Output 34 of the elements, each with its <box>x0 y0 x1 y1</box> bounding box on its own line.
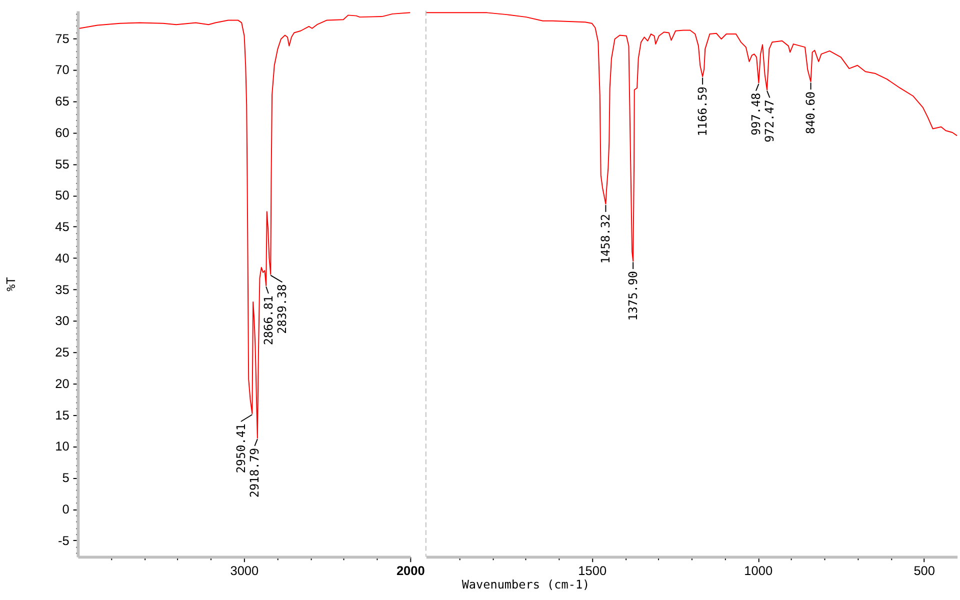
y-tick-label: 20 <box>55 376 70 391</box>
y-tick-label: 75 <box>55 30 70 46</box>
x-tick-label: 500 <box>914 562 935 578</box>
y-axis-title: %T <box>4 277 18 292</box>
x-axis-title: Wavenumbers (cm-1) <box>462 578 590 592</box>
x-tick-label: 3000 <box>230 562 259 578</box>
y-tick-label: 55 <box>55 156 70 172</box>
y-tick-label: 50 <box>55 188 70 203</box>
annotation: 2839.38 <box>275 284 290 334</box>
y-tick-label: -5 <box>58 532 70 548</box>
annotation: 1166.59 <box>696 86 710 136</box>
y-tick-label: 15 <box>55 407 70 422</box>
y-tick-label: 25 <box>55 344 70 360</box>
y-tick-label: 35 <box>55 282 70 297</box>
y-tick-label: 45 <box>55 219 70 234</box>
y-tick-label: 65 <box>55 94 70 109</box>
annotation: 840.60 <box>804 92 818 134</box>
x-tick-label: 1500 <box>578 562 607 578</box>
x-tick-label: 2000 <box>396 562 425 578</box>
annotation: 997.48 <box>748 92 763 136</box>
y-tick-label: 30 <box>55 313 70 328</box>
annotation: 972.47 <box>762 100 777 142</box>
y-tick-label: 5 <box>62 470 70 486</box>
y-tick-label: 70 <box>55 62 70 78</box>
y-tick-label: 0 <box>62 501 70 516</box>
y-tick-label: 60 <box>55 124 70 140</box>
annotation: 2918.79 <box>248 448 262 498</box>
annotation: 1375.90 <box>626 270 640 321</box>
y-tick-label: 40 <box>55 250 70 266</box>
x-tick-label: 1000 <box>744 562 773 578</box>
annotation: 2950.41 <box>234 423 248 474</box>
annotation: 1458.32 <box>598 214 613 264</box>
annotation: 2866.81 <box>261 295 276 346</box>
y-tick-label: 10 <box>55 438 70 454</box>
